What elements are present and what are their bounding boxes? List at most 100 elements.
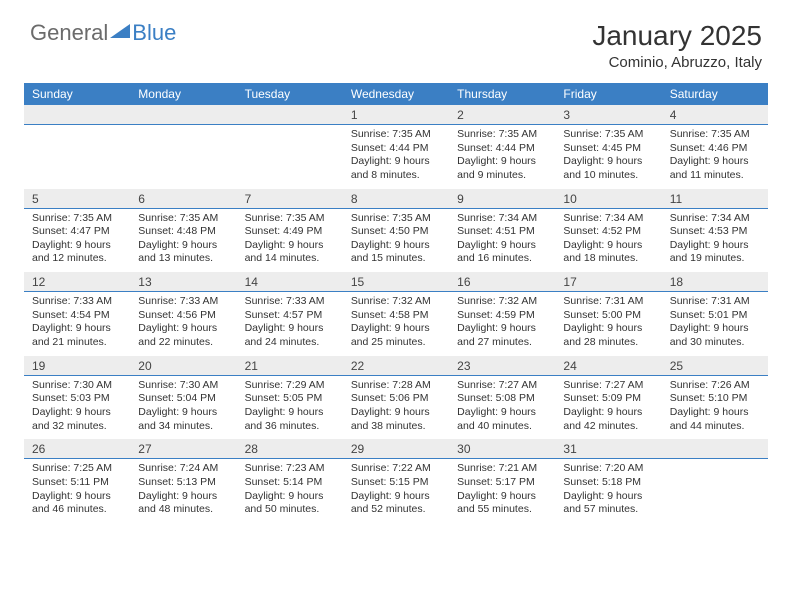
day-line: and 12 minutes. bbox=[32, 252, 124, 266]
day-line: Sunset: 5:06 PM bbox=[351, 392, 443, 406]
day-cell: Sunrise: 7:34 AMSunset: 4:51 PMDaylight:… bbox=[449, 209, 555, 273]
day-line: Daylight: 9 hours bbox=[245, 239, 337, 253]
day-content-row: Sunrise: 7:35 AMSunset: 4:47 PMDaylight:… bbox=[24, 209, 768, 273]
day-header: Friday bbox=[555, 83, 661, 105]
day-cell: Sunrise: 7:35 AMSunset: 4:47 PMDaylight:… bbox=[24, 209, 130, 273]
day-line: Sunrise: 7:35 AM bbox=[245, 212, 337, 226]
day-line: Daylight: 9 hours bbox=[245, 322, 337, 336]
day-header: Tuesday bbox=[237, 83, 343, 105]
day-line: Daylight: 9 hours bbox=[32, 239, 124, 253]
day-cell: Sunrise: 7:35 AMSunset: 4:48 PMDaylight:… bbox=[130, 209, 236, 273]
day-number: 31 bbox=[555, 439, 661, 458]
day-line: and 11 minutes. bbox=[670, 169, 762, 183]
day-line: and 21 minutes. bbox=[32, 336, 124, 350]
day-line: Sunrise: 7:24 AM bbox=[138, 462, 230, 476]
day-line: Sunrise: 7:31 AM bbox=[670, 295, 762, 309]
day-line: Sunrise: 7:35 AM bbox=[138, 212, 230, 226]
day-line: and 18 minutes. bbox=[563, 252, 655, 266]
day-number: 29 bbox=[343, 439, 449, 458]
day-line: Sunrise: 7:34 AM bbox=[670, 212, 762, 226]
day-line: Sunrise: 7:33 AM bbox=[138, 295, 230, 309]
daynum-row: 567891011 bbox=[24, 189, 768, 209]
day-cell: Sunrise: 7:27 AMSunset: 5:09 PMDaylight:… bbox=[555, 376, 661, 440]
day-line: Daylight: 9 hours bbox=[138, 406, 230, 420]
day-line: Sunset: 5:03 PM bbox=[32, 392, 124, 406]
day-line: Sunrise: 7:33 AM bbox=[245, 295, 337, 309]
day-line: and 44 minutes. bbox=[670, 420, 762, 434]
day-line: Sunrise: 7:35 AM bbox=[563, 128, 655, 142]
day-line: and 28 minutes. bbox=[563, 336, 655, 350]
day-cell: Sunrise: 7:35 AMSunset: 4:49 PMDaylight:… bbox=[237, 209, 343, 273]
day-number: 15 bbox=[343, 272, 449, 291]
day-line: Daylight: 9 hours bbox=[457, 155, 549, 169]
day-cell: Sunrise: 7:30 AMSunset: 5:04 PMDaylight:… bbox=[130, 376, 236, 440]
day-line: Sunrise: 7:35 AM bbox=[32, 212, 124, 226]
day-line: Daylight: 9 hours bbox=[138, 239, 230, 253]
day-line: Sunset: 5:17 PM bbox=[457, 476, 549, 490]
day-line: Sunrise: 7:26 AM bbox=[670, 379, 762, 393]
day-line: Sunrise: 7:21 AM bbox=[457, 462, 549, 476]
day-line: and 36 minutes. bbox=[245, 420, 337, 434]
day-number bbox=[662, 439, 768, 458]
day-number: 23 bbox=[449, 356, 555, 375]
day-line: Daylight: 9 hours bbox=[32, 322, 124, 336]
day-line: Sunset: 5:14 PM bbox=[245, 476, 337, 490]
day-line: and 57 minutes. bbox=[563, 503, 655, 517]
day-line: and 19 minutes. bbox=[670, 252, 762, 266]
day-line: Daylight: 9 hours bbox=[32, 406, 124, 420]
day-cell bbox=[24, 125, 130, 189]
day-line: and 46 minutes. bbox=[32, 503, 124, 517]
day-line: Sunset: 4:51 PM bbox=[457, 225, 549, 239]
day-cell: Sunrise: 7:35 AMSunset: 4:50 PMDaylight:… bbox=[343, 209, 449, 273]
day-line: Daylight: 9 hours bbox=[351, 239, 443, 253]
weeks-container: 1234Sunrise: 7:35 AMSunset: 4:44 PMDayli… bbox=[24, 105, 768, 523]
day-line: and 8 minutes. bbox=[351, 169, 443, 183]
day-line: and 40 minutes. bbox=[457, 420, 549, 434]
day-line: Daylight: 9 hours bbox=[563, 490, 655, 504]
day-line: Sunset: 4:52 PM bbox=[563, 225, 655, 239]
day-line: Sunset: 4:48 PM bbox=[138, 225, 230, 239]
day-header: Wednesday bbox=[343, 83, 449, 105]
day-number: 25 bbox=[662, 356, 768, 375]
day-number: 10 bbox=[555, 189, 661, 208]
day-line: Daylight: 9 hours bbox=[351, 406, 443, 420]
day-header: Thursday bbox=[449, 83, 555, 105]
day-line: Sunrise: 7:35 AM bbox=[351, 128, 443, 142]
day-number: 5 bbox=[24, 189, 130, 208]
day-number: 6 bbox=[130, 189, 236, 208]
day-line: Sunrise: 7:30 AM bbox=[138, 379, 230, 393]
day-number: 17 bbox=[555, 272, 661, 291]
day-number: 2 bbox=[449, 105, 555, 124]
day-cell: Sunrise: 7:29 AMSunset: 5:05 PMDaylight:… bbox=[237, 376, 343, 440]
day-line: Sunset: 4:44 PM bbox=[457, 142, 549, 156]
day-line: Daylight: 9 hours bbox=[351, 490, 443, 504]
day-content-row: Sunrise: 7:30 AMSunset: 5:03 PMDaylight:… bbox=[24, 376, 768, 440]
day-line: Sunset: 4:59 PM bbox=[457, 309, 549, 323]
day-number: 28 bbox=[237, 439, 343, 458]
day-line: and 27 minutes. bbox=[457, 336, 549, 350]
day-line: Sunset: 4:57 PM bbox=[245, 309, 337, 323]
day-number bbox=[130, 105, 236, 124]
day-line: Sunrise: 7:32 AM bbox=[351, 295, 443, 309]
day-line: Sunrise: 7:31 AM bbox=[563, 295, 655, 309]
day-line: Sunset: 5:01 PM bbox=[670, 309, 762, 323]
day-line: Sunset: 4:44 PM bbox=[351, 142, 443, 156]
day-cell: Sunrise: 7:23 AMSunset: 5:14 PMDaylight:… bbox=[237, 459, 343, 523]
day-line: Daylight: 9 hours bbox=[351, 322, 443, 336]
day-number: 27 bbox=[130, 439, 236, 458]
day-cell: Sunrise: 7:26 AMSunset: 5:10 PMDaylight:… bbox=[662, 376, 768, 440]
day-line: and 16 minutes. bbox=[457, 252, 549, 266]
day-line: Sunrise: 7:29 AM bbox=[245, 379, 337, 393]
day-cell: Sunrise: 7:31 AMSunset: 5:01 PMDaylight:… bbox=[662, 292, 768, 356]
day-line: and 15 minutes. bbox=[351, 252, 443, 266]
day-header: Sunday bbox=[24, 83, 130, 105]
brand-logo: General Blue bbox=[30, 20, 176, 46]
day-cell: Sunrise: 7:21 AMSunset: 5:17 PMDaylight:… bbox=[449, 459, 555, 523]
day-number: 20 bbox=[130, 356, 236, 375]
day-line: Sunset: 5:15 PM bbox=[351, 476, 443, 490]
day-line: and 42 minutes. bbox=[563, 420, 655, 434]
day-line: Sunrise: 7:35 AM bbox=[670, 128, 762, 142]
triangle-icon bbox=[110, 22, 130, 45]
brand-part2: Blue bbox=[132, 20, 176, 46]
day-line: Sunset: 4:54 PM bbox=[32, 309, 124, 323]
